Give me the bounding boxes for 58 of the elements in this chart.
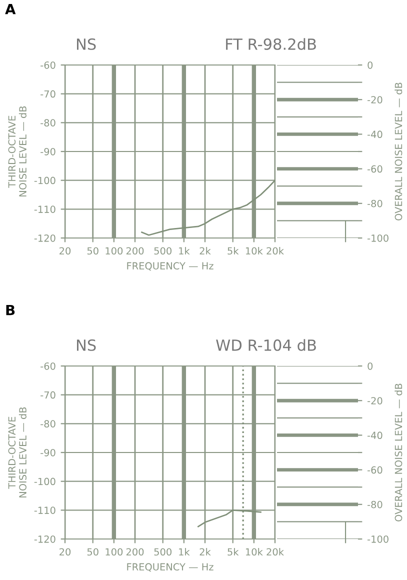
x-tick-label: 10k [246,247,263,255]
y-axis-title: THIRD-OCTAVE NOISE LEVEL — dB [8,106,26,196]
x-tick-label: 5k [228,548,239,556]
x-tick-label: 2k [200,548,211,556]
text: A [5,4,16,14]
y-tick-label: -120 [34,535,56,543]
x-axis-title: FREQUENCY — Hz [127,563,214,572]
x-tick-label: 50 [87,247,98,255]
y-tick-label: -20 [368,96,382,104]
y-tick-label: -20 [368,397,382,404]
x-tick-label: 10k [246,548,263,556]
x-tick-label: 20 [60,548,71,556]
y-axis-title: THIRD-OCTAVE NOISE LEVEL — dB [8,407,26,498]
y-tick-label: -60 [40,61,56,69]
x-tick-label: 50 [87,548,98,556]
x-tick-label: 1k [179,247,190,254]
chart-title: NS [77,339,96,351]
y-tick-label: -70 [40,90,56,98]
y-tick-label: -80 [368,200,382,208]
y-tick-label: -70 [40,391,56,399]
chart-subtitle: FT R-98.2dB [226,38,316,50]
x-tick-label: 5k [228,247,239,255]
text: B [6,304,15,316]
x-tick-label: 20k [266,548,284,556]
y-tick-label: -90 [40,148,56,156]
y-tick-label: -100 [34,176,56,184]
y-tick-label: -40 [368,130,382,138]
y-tick-label: -100 [34,478,56,486]
y-axis-title: OVERALL NOISE LEVEL — dB [394,384,402,522]
y-tick-label: -80 [368,500,382,508]
x-tick-label: 500 [154,247,172,255]
chart-title: NS [77,38,96,50]
y-tick-label: -100 [368,535,388,543]
y-tick-label: 0 [368,362,373,370]
x-tick-label: 1k [179,548,190,556]
x-tick-label: 200 [126,247,144,255]
x-tick-label: 200 [126,548,144,556]
y-axis-title: OVERALL NOISE LEVEL — dB [394,82,402,220]
y-tick-label: 0 [368,61,373,69]
x-tick-label: 100 [106,548,123,556]
chart-subtitle: WD R-104 dB [216,339,316,351]
y-tick-label: -60 [368,165,382,173]
y-tick-label: -100 [368,234,388,242]
x-tick-label: 100 [106,247,123,255]
y-tick-label: -80 [40,119,56,126]
x-axis-title: FREQUENCY — Hz [127,262,214,271]
y-tick-label: -110 [34,506,56,514]
x-tick-label: 20 [60,247,71,255]
y-tick-label: -60 [40,362,56,370]
y-tick-label: -40 [368,432,382,440]
y-tick-label: -120 [34,234,56,242]
y-tick-label: -110 [34,206,56,213]
y-tick-label: -90 [40,448,56,456]
y-tick-label: -80 [40,420,56,428]
x-tick-label: 20k [266,247,284,255]
x-tick-label: 2k [200,247,211,254]
x-tick-label: 500 [154,548,172,556]
y-tick-label: -60 [368,466,382,474]
